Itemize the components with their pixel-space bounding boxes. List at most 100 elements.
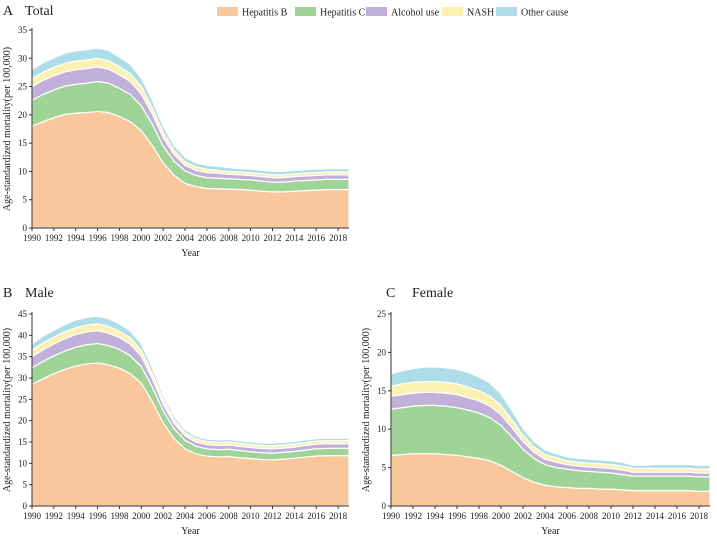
x-tick-label: 2016 bbox=[668, 511, 687, 521]
x-tick-label: 1994 bbox=[67, 233, 86, 243]
panel-total: A Total 0 5 10 15 20 25 30 35 1990 1992 1994 1996 1998… bbox=[2, 4, 350, 259]
x-tick-label: 1992 bbox=[45, 233, 63, 243]
legend-swatch-nash bbox=[442, 7, 463, 16]
panel-title: Male bbox=[25, 286, 54, 301]
panel-title: Female bbox=[412, 286, 453, 301]
y-axis-title: Age-standardized mortality(per 100,000) bbox=[2, 47, 13, 211]
y-tick-label: 35 bbox=[18, 25, 28, 35]
legend-swatch-hepatitis-b bbox=[217, 7, 238, 16]
panel-letter: B bbox=[3, 286, 12, 301]
legend-item-alcohol-use: Alcohol use bbox=[366, 7, 440, 19]
x-tick-label: 2012 bbox=[263, 233, 281, 243]
legend-swatch-hepatitis-c bbox=[295, 7, 316, 16]
y-tick-label: 40 bbox=[18, 330, 28, 340]
y-tick-label: 10 bbox=[18, 166, 28, 176]
x-tick-label: 1992 bbox=[45, 511, 63, 521]
x-tick-label: 1992 bbox=[404, 511, 422, 521]
x-tick-label: 1996 bbox=[89, 233, 108, 243]
x-tick-label: 1990 bbox=[23, 511, 42, 521]
y-tick-label: 30 bbox=[18, 373, 28, 383]
area-other-cause bbox=[31, 47, 350, 176]
x-tick-label: 2018 bbox=[690, 511, 709, 521]
legend-label: NASH bbox=[467, 8, 494, 19]
legend-item-other-cause: Other cause bbox=[496, 7, 569, 19]
x-tick-label: 2006 bbox=[558, 511, 577, 521]
legend: Hepatitis B Hepatitis C Alcohol use NASH Oth… bbox=[217, 7, 569, 19]
x-tick-label: 2000 bbox=[132, 233, 151, 243]
x-axis-title: Year bbox=[181, 248, 200, 259]
legend-swatch-alcohol-use bbox=[366, 7, 387, 16]
panel-title: Total bbox=[25, 4, 54, 19]
x-tick-label: 1998 bbox=[110, 233, 129, 243]
x-tick-label: 1998 bbox=[470, 511, 489, 521]
x-tick-label: 2002 bbox=[154, 233, 172, 243]
y-tick-label: 0 bbox=[382, 501, 387, 511]
y-tick-label: 15 bbox=[18, 138, 28, 148]
y-tick-label: 25 bbox=[18, 394, 28, 404]
y-tick-label: 30 bbox=[18, 53, 28, 63]
x-tick-label: 2004 bbox=[536, 511, 555, 521]
x-tick-label: 2008 bbox=[220, 233, 239, 243]
y-tick-label: 5 bbox=[23, 480, 28, 490]
x-axis-title: Year bbox=[181, 526, 200, 537]
panel-letter: A bbox=[3, 4, 14, 19]
x-tick-label: 2010 bbox=[242, 511, 261, 521]
x-tick-label: 1996 bbox=[89, 511, 108, 521]
y-tick-label: 5 bbox=[23, 195, 28, 205]
legend-label: Hepatitis B bbox=[242, 8, 288, 19]
x-tick-label: 2002 bbox=[514, 511, 532, 521]
area-series-group bbox=[31, 315, 350, 507]
legend-item-hepatitis-b: Hepatitis B bbox=[217, 7, 288, 19]
y-tick-label: 5 bbox=[382, 463, 387, 473]
y-axis-title: Age-standardized mortality(per 100,000) bbox=[361, 328, 372, 492]
y-tick-label: 20 bbox=[18, 110, 28, 120]
area-series-group bbox=[31, 47, 350, 229]
y-tick-label: 45 bbox=[18, 309, 28, 319]
x-tick-label: 2000 bbox=[492, 511, 511, 521]
x-tick-label: 1990 bbox=[23, 233, 42, 243]
legend-item-nash: NASH bbox=[442, 7, 494, 19]
area-other-cause bbox=[31, 315, 350, 447]
x-tick-label: 2004 bbox=[176, 511, 195, 521]
legend-label: Alcohol use bbox=[391, 8, 440, 19]
x-tick-label: 2012 bbox=[263, 511, 281, 521]
panel-male: B Male 0 5 10 15 20 25 30 35 40 45 1990 1992 1994 1996 1… bbox=[2, 286, 350, 537]
y-tick-label: 15 bbox=[18, 437, 28, 447]
x-tick-label: 2008 bbox=[220, 511, 239, 521]
y-tick-label: 20 bbox=[377, 347, 387, 357]
x-tick-label: 1994 bbox=[67, 511, 86, 521]
x-tick-label: 2014 bbox=[646, 511, 665, 521]
x-tick-label: 2016 bbox=[307, 233, 326, 243]
y-axis-title: Age-standardized mortality(per 100,000) bbox=[2, 328, 13, 492]
y-tick-label: 20 bbox=[18, 416, 28, 426]
legend-swatch-other-cause bbox=[496, 7, 517, 16]
y-tick-label: 25 bbox=[18, 82, 28, 92]
x-tick-label: 1990 bbox=[382, 511, 401, 521]
x-tick-label: 1994 bbox=[426, 511, 445, 521]
x-tick-label: 2000 bbox=[132, 511, 151, 521]
x-axis-title: Year bbox=[541, 526, 560, 537]
y-tick-label: 25 bbox=[377, 309, 387, 319]
legend-label: Other cause bbox=[521, 8, 569, 19]
area-series-group bbox=[390, 366, 711, 507]
legend-label: Hepatitis C bbox=[320, 8, 366, 19]
x-tick-label: 2010 bbox=[242, 233, 261, 243]
x-tick-label: 2014 bbox=[285, 511, 304, 521]
x-tick-label: 2018 bbox=[329, 233, 348, 243]
x-tick-label: 2012 bbox=[624, 511, 642, 521]
x-tick-label: 2018 bbox=[329, 511, 348, 521]
x-tick-label: 2016 bbox=[307, 511, 326, 521]
panel-letter: C bbox=[386, 286, 395, 301]
y-tick-label: 0 bbox=[23, 223, 28, 233]
y-tick-label: 15 bbox=[377, 386, 387, 396]
x-tick-label: 2006 bbox=[198, 511, 217, 521]
x-tick-label: 2010 bbox=[602, 511, 621, 521]
legend-item-hepatitis-c: Hepatitis C bbox=[295, 7, 366, 19]
y-tick-label: 35 bbox=[18, 352, 28, 362]
x-tick-label: 2006 bbox=[198, 233, 217, 243]
x-tick-label: 2004 bbox=[176, 233, 195, 243]
x-tick-label: 1998 bbox=[110, 511, 129, 521]
